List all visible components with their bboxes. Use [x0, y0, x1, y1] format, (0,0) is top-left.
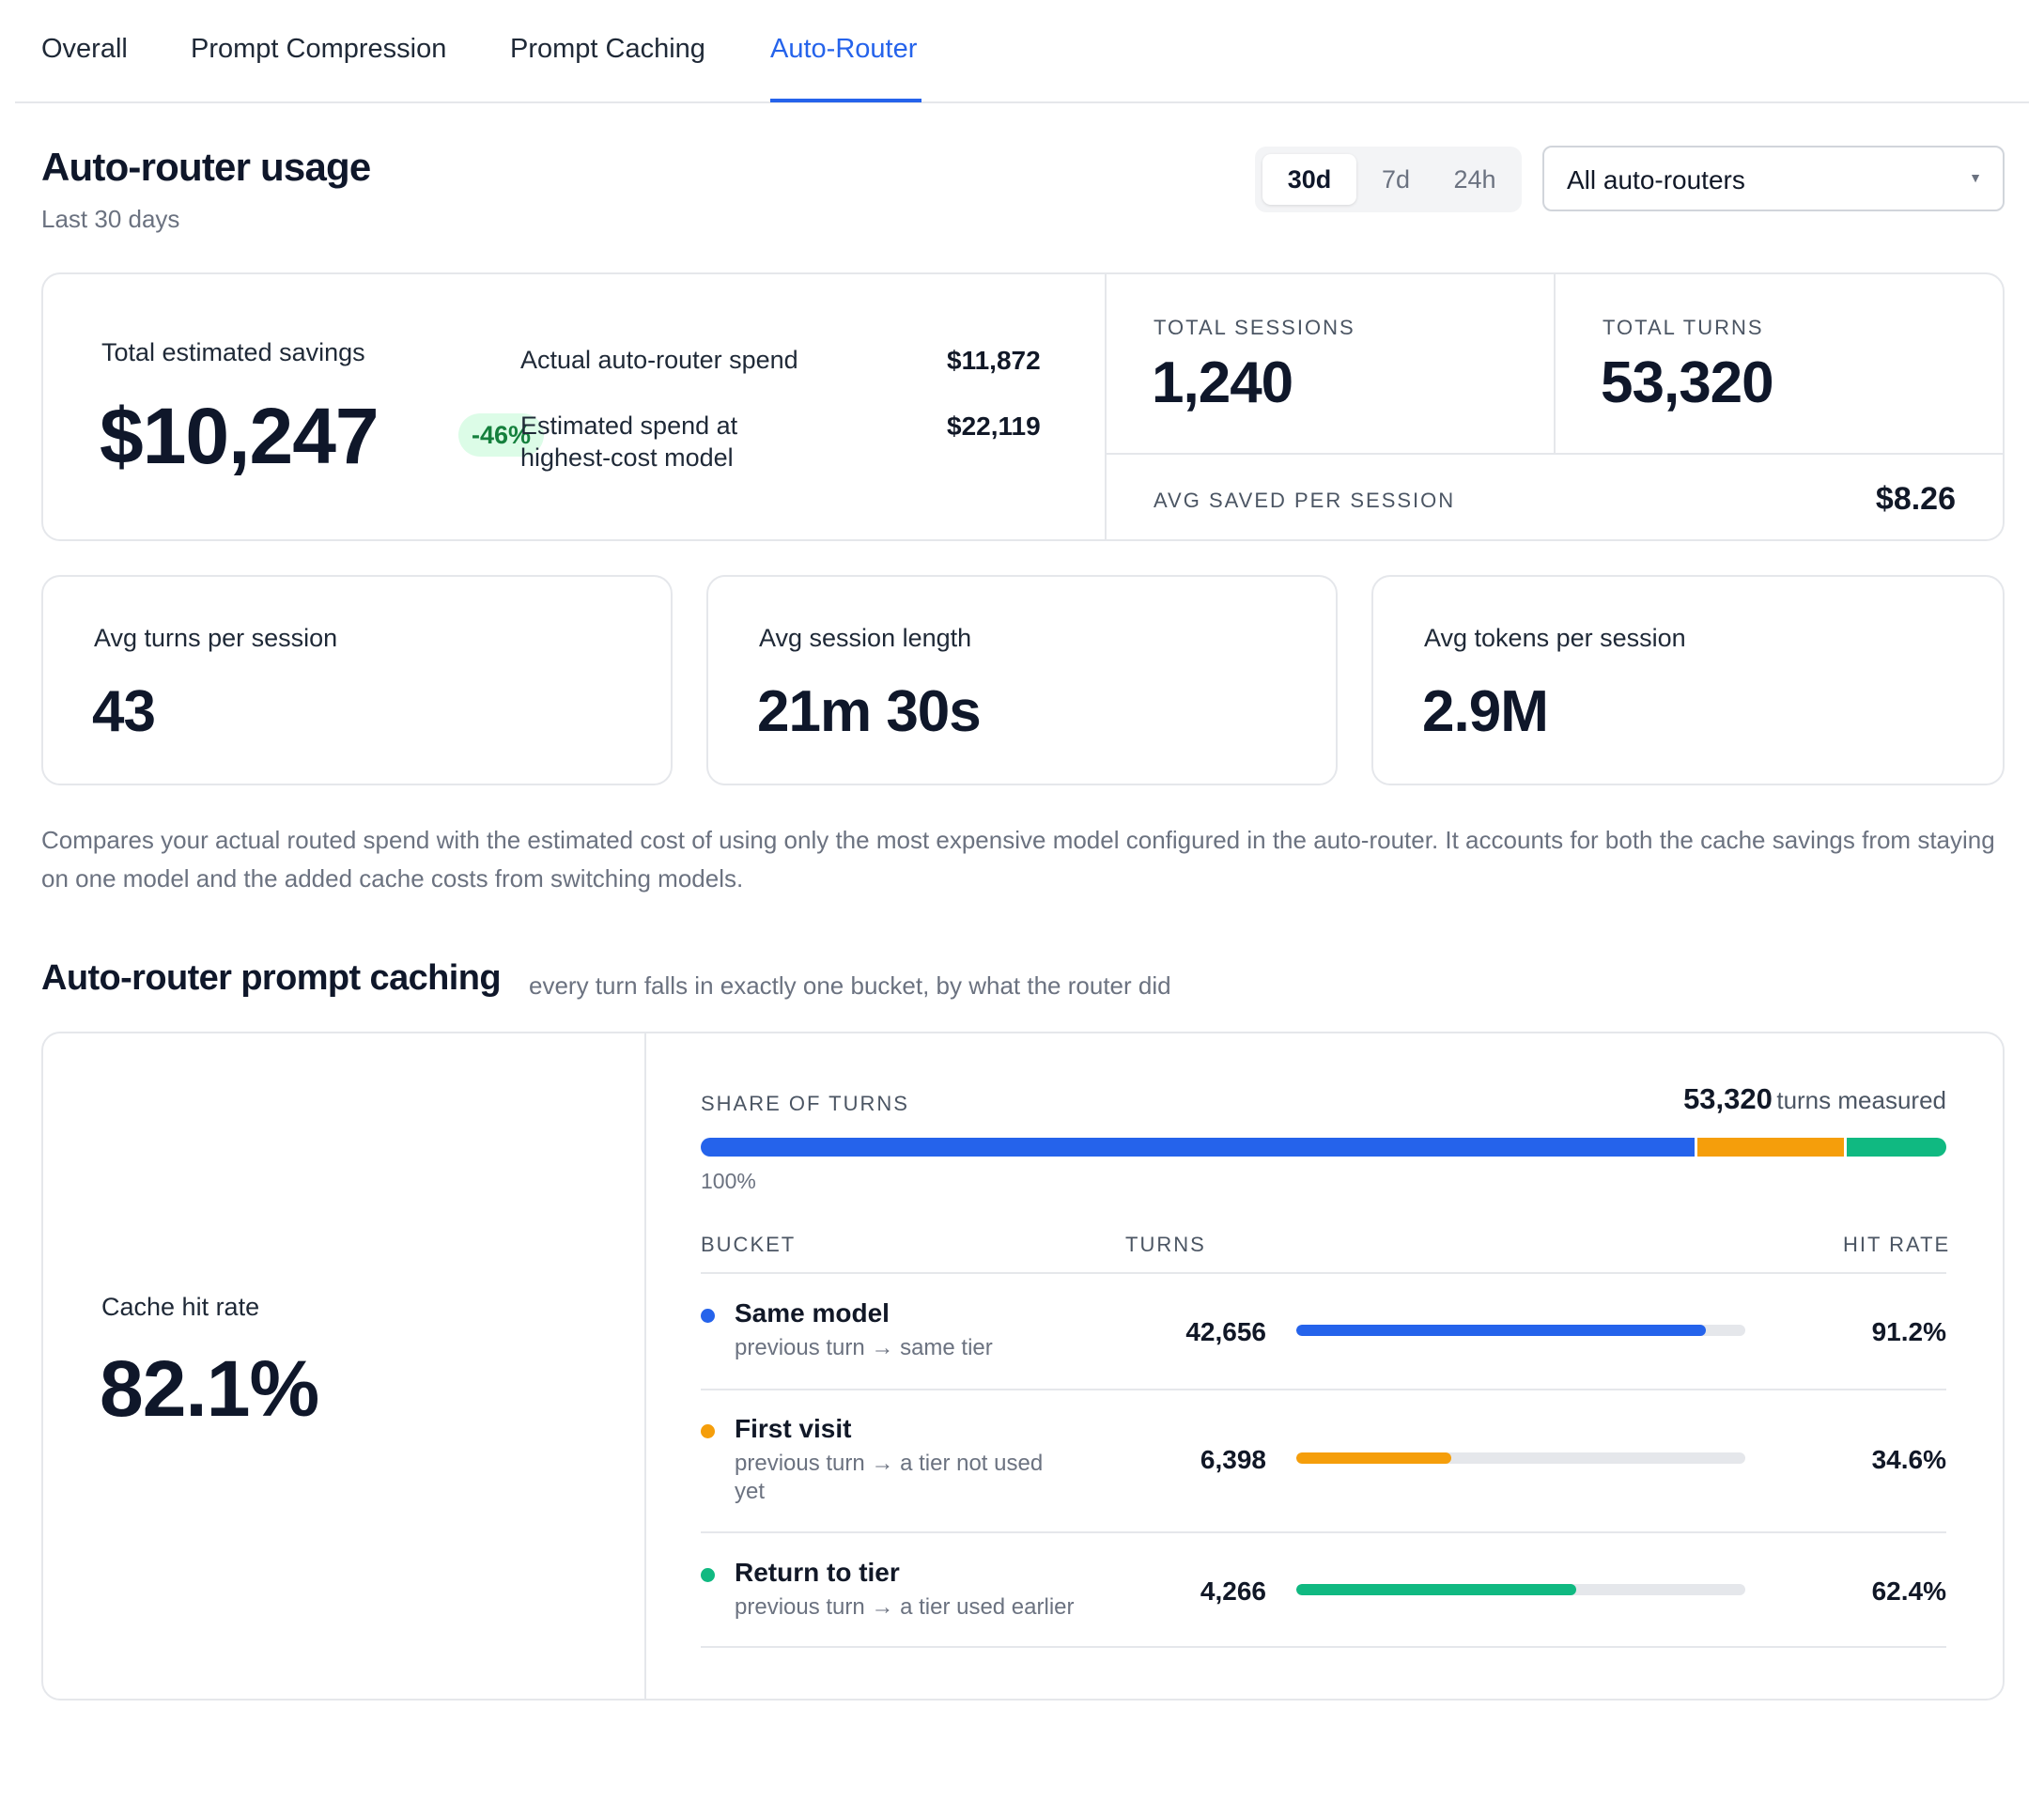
- turns-measured: 53,320 turns measured: [1522, 1082, 1946, 1116]
- savings-card: Total estimated savings $10,247 -46% Act…: [41, 272, 2005, 541]
- time-range-toggle: 30d 7d 24h: [1255, 147, 1522, 212]
- share-of-turns-label: SHARE OF TURNS: [701, 1092, 909, 1115]
- share-segment: [1846, 1138, 1946, 1157]
- stat-card-avg-turns: Avg turns per session 43: [41, 575, 673, 785]
- section-title: Auto-router prompt caching: [41, 958, 502, 998]
- stat-label: Avg session length: [759, 624, 972, 652]
- bucket-hit-rate: 62.4%: [1871, 1576, 1946, 1606]
- savings-label: Total estimated savings: [101, 338, 365, 366]
- bucket-name: Return to tier: [735, 1558, 900, 1587]
- stat-value: 2.9M: [1422, 679, 1549, 744]
- bucket-name: Same model: [735, 1298, 890, 1328]
- row-divider: [701, 1646, 1946, 1648]
- tab-bar: Overall Prompt Compression Prompt Cachin…: [15, 0, 2029, 103]
- bucket-dot: [701, 1424, 715, 1438]
- range-30d-button[interactable]: 30d: [1262, 154, 1356, 205]
- actual-spend-value: $11,872: [947, 346, 1041, 375]
- row-divider: [701, 1389, 1946, 1390]
- avg-saved-value: $8.26: [1875, 481, 1956, 517]
- card-divider: [1554, 274, 1556, 453]
- bucket-description: previous turn → a tier not used yet: [735, 1451, 1044, 1504]
- tab-auto-router[interactable]: Auto-Router: [770, 34, 918, 64]
- card-divider: [1105, 274, 1107, 539]
- page-subtitle: Last 30 days: [41, 205, 180, 233]
- savings-delta-badge: -46%: [458, 413, 545, 457]
- hit-rate-bar: [1296, 1325, 1745, 1336]
- card-divider: [1105, 453, 2003, 455]
- card-divider: [644, 1033, 646, 1699]
- actual-spend-label: Actual auto-router spend: [520, 346, 798, 374]
- bucket-dot: [701, 1309, 715, 1323]
- estimated-spend-label: Estimated spend at highest-cost model: [520, 412, 738, 472]
- tab-prompt-caching[interactable]: Prompt Caching: [510, 34, 705, 64]
- total-turns-label: TOTAL TURNS: [1603, 316, 1764, 339]
- total-sessions-value: 1,240: [1152, 350, 1293, 415]
- total-turns-value: 53,320: [1601, 350, 1774, 415]
- router-select-value: All auto-routers: [1567, 165, 1745, 194]
- savings-explanation: Compares your actual routed spend with t…: [41, 826, 1995, 893]
- range-24h-button[interactable]: 24h: [1453, 165, 1496, 194]
- bucket-description: previous turn → same tier: [735, 1335, 993, 1360]
- stat-label: Avg tokens per session: [1424, 624, 1686, 652]
- hit-rate-bar: [1296, 1584, 1745, 1595]
- hit-rate-bar-fill: [1296, 1584, 1577, 1595]
- table-header-divider: [701, 1272, 1946, 1274]
- active-tab-indicator: [770, 99, 921, 102]
- router-select[interactable]: All auto-routers ▼: [1542, 146, 2005, 211]
- bucket-name: First visit: [735, 1414, 852, 1443]
- bucket-dot: [701, 1568, 715, 1582]
- stat-card-avg-tokens: Avg tokens per session 2.9M: [1371, 575, 2005, 785]
- column-header-hit-rate: HIT RATE: [1843, 1233, 1951, 1256]
- bucket-hit-rate: 91.2%: [1871, 1317, 1946, 1346]
- chevron-down-icon: ▼: [1969, 170, 1982, 185]
- page-title: Auto-router usage: [41, 145, 371, 189]
- row-divider: [701, 1531, 1946, 1533]
- share-segment: [701, 1138, 1695, 1157]
- bucket-turns: 4,266: [1200, 1576, 1266, 1606]
- share-total-label: 100%: [701, 1169, 756, 1193]
- hit-rate-bar-fill: [1296, 1452, 1452, 1464]
- share-segment: [1696, 1138, 1844, 1157]
- stat-value: 21m 30s: [757, 679, 982, 744]
- total-sessions-label: TOTAL SESSIONS: [1154, 316, 1355, 339]
- stat-label: Avg turns per session: [94, 624, 338, 652]
- section-subtitle: every turn falls in exactly one bucket, …: [529, 971, 1171, 1000]
- hit-rate-value: 82.1%: [100, 1344, 319, 1433]
- column-header-turns: TURNS: [1125, 1233, 1206, 1256]
- tab-overall[interactable]: Overall: [41, 34, 128, 64]
- bucket-hit-rate: 34.6%: [1871, 1445, 1946, 1474]
- bucket-turns: 6,398: [1200, 1445, 1266, 1474]
- hit-rate-bar: [1296, 1452, 1745, 1464]
- bucket-description: previous turn → a tier used earlier: [735, 1594, 1075, 1620]
- tab-prompt-compression[interactable]: Prompt Compression: [191, 34, 447, 64]
- column-header-bucket: BUCKET: [701, 1233, 797, 1256]
- savings-value: $10,247: [100, 392, 379, 480]
- hit-rate-label: Cache hit rate: [101, 1293, 260, 1321]
- avg-saved-label: AVG SAVED PER SESSION: [1154, 489, 1456, 512]
- turns-measured-label: turns measured: [1776, 1086, 1946, 1114]
- range-7d-button[interactable]: 7d: [1381, 165, 1411, 194]
- share-of-turns-bar: [701, 1138, 1946, 1157]
- estimated-spend-value: $22,119: [947, 412, 1041, 441]
- hit-rate-bar-fill: [1296, 1325, 1706, 1336]
- stat-card-avg-session-length: Avg session length 21m 30s: [706, 575, 1338, 785]
- turns-measured-value: 53,320: [1683, 1082, 1773, 1115]
- stat-value: 43: [92, 679, 156, 744]
- bucket-turns: 42,656: [1185, 1317, 1266, 1346]
